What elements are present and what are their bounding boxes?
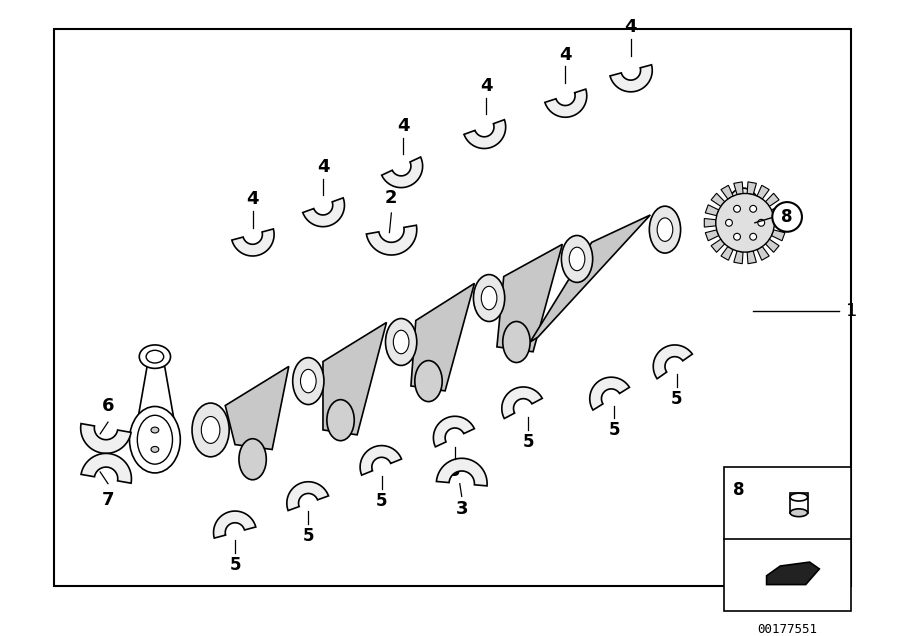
Ellipse shape bbox=[385, 319, 417, 366]
Circle shape bbox=[750, 233, 757, 240]
Ellipse shape bbox=[562, 235, 593, 282]
Bar bbox=[54, 29, 850, 586]
Polygon shape bbox=[81, 424, 131, 453]
Polygon shape bbox=[411, 284, 474, 391]
Polygon shape bbox=[766, 239, 779, 252]
Text: 5: 5 bbox=[670, 390, 682, 408]
Polygon shape bbox=[653, 345, 692, 379]
Text: 5: 5 bbox=[302, 527, 314, 544]
Polygon shape bbox=[711, 239, 724, 252]
Text: 8: 8 bbox=[733, 481, 744, 499]
Ellipse shape bbox=[790, 509, 807, 516]
Polygon shape bbox=[706, 230, 719, 241]
Text: 7: 7 bbox=[102, 490, 114, 509]
Text: 4: 4 bbox=[559, 46, 572, 64]
Polygon shape bbox=[232, 229, 274, 256]
Ellipse shape bbox=[151, 427, 158, 433]
Ellipse shape bbox=[327, 399, 355, 441]
Circle shape bbox=[758, 219, 765, 226]
Text: 2: 2 bbox=[385, 189, 398, 207]
Polygon shape bbox=[323, 322, 386, 435]
Ellipse shape bbox=[146, 350, 164, 363]
Ellipse shape bbox=[192, 403, 230, 457]
Ellipse shape bbox=[649, 206, 680, 253]
Bar bbox=[790, 493, 807, 513]
Text: 4: 4 bbox=[625, 18, 637, 36]
Ellipse shape bbox=[569, 247, 585, 271]
Circle shape bbox=[734, 233, 741, 240]
Polygon shape bbox=[502, 387, 543, 418]
Text: 5: 5 bbox=[449, 462, 461, 480]
Text: 6: 6 bbox=[102, 398, 114, 415]
Polygon shape bbox=[382, 157, 423, 188]
Polygon shape bbox=[213, 511, 256, 538]
Polygon shape bbox=[711, 193, 724, 207]
Text: 4: 4 bbox=[317, 158, 329, 176]
Text: 5: 5 bbox=[522, 433, 534, 451]
Text: 00177551: 00177551 bbox=[757, 623, 817, 636]
Polygon shape bbox=[706, 205, 719, 216]
Polygon shape bbox=[436, 459, 487, 486]
Text: 3: 3 bbox=[455, 501, 468, 518]
Polygon shape bbox=[767, 562, 819, 584]
Polygon shape bbox=[705, 219, 716, 227]
Polygon shape bbox=[747, 182, 756, 195]
Polygon shape bbox=[302, 198, 345, 226]
Polygon shape bbox=[366, 225, 417, 255]
Polygon shape bbox=[757, 185, 770, 199]
Text: 5: 5 bbox=[608, 421, 620, 439]
Polygon shape bbox=[497, 244, 562, 352]
Polygon shape bbox=[434, 417, 474, 447]
Polygon shape bbox=[544, 89, 587, 117]
Polygon shape bbox=[530, 215, 651, 342]
Text: 5: 5 bbox=[230, 556, 241, 574]
Polygon shape bbox=[766, 193, 779, 207]
Ellipse shape bbox=[130, 406, 180, 473]
Polygon shape bbox=[774, 219, 786, 227]
Polygon shape bbox=[225, 366, 289, 450]
Ellipse shape bbox=[724, 188, 761, 242]
Ellipse shape bbox=[292, 357, 324, 404]
Circle shape bbox=[716, 193, 774, 252]
Ellipse shape bbox=[503, 321, 530, 363]
Ellipse shape bbox=[140, 345, 170, 368]
Ellipse shape bbox=[734, 202, 752, 228]
Ellipse shape bbox=[151, 446, 158, 452]
Polygon shape bbox=[757, 247, 770, 260]
Bar bbox=[724, 467, 850, 611]
Polygon shape bbox=[464, 120, 506, 149]
Text: 1: 1 bbox=[846, 301, 857, 320]
Circle shape bbox=[725, 219, 733, 226]
Polygon shape bbox=[747, 251, 756, 264]
Polygon shape bbox=[721, 247, 734, 260]
Ellipse shape bbox=[202, 417, 220, 443]
Polygon shape bbox=[590, 377, 629, 410]
Polygon shape bbox=[360, 446, 401, 475]
Ellipse shape bbox=[482, 286, 497, 310]
Polygon shape bbox=[81, 453, 131, 483]
Text: 4: 4 bbox=[247, 190, 259, 208]
Polygon shape bbox=[771, 205, 785, 216]
Ellipse shape bbox=[138, 415, 173, 464]
Circle shape bbox=[750, 205, 757, 212]
Polygon shape bbox=[721, 185, 734, 199]
Polygon shape bbox=[734, 251, 743, 264]
Ellipse shape bbox=[415, 361, 442, 401]
Text: 4: 4 bbox=[480, 77, 492, 95]
Ellipse shape bbox=[657, 218, 673, 241]
Text: 4: 4 bbox=[397, 117, 410, 135]
Ellipse shape bbox=[393, 330, 409, 354]
Ellipse shape bbox=[473, 275, 505, 321]
Ellipse shape bbox=[301, 370, 316, 393]
Polygon shape bbox=[734, 182, 743, 195]
Circle shape bbox=[734, 205, 741, 212]
Text: 5: 5 bbox=[376, 492, 387, 509]
Polygon shape bbox=[138, 366, 175, 467]
Text: 8: 8 bbox=[781, 208, 793, 226]
Polygon shape bbox=[610, 65, 652, 92]
Ellipse shape bbox=[790, 493, 807, 501]
Ellipse shape bbox=[238, 439, 266, 480]
Polygon shape bbox=[287, 481, 328, 511]
Polygon shape bbox=[771, 230, 785, 241]
